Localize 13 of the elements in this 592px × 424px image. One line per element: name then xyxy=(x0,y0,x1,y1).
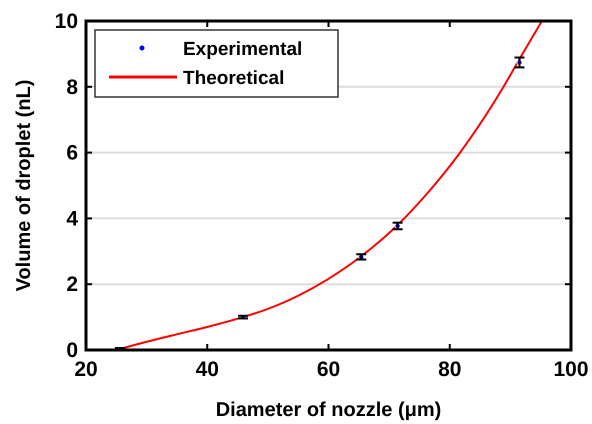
x-tick-label: 60 xyxy=(316,358,340,381)
y-tick-label: 8 xyxy=(66,76,78,99)
x-tick-label: 80 xyxy=(438,358,462,381)
x-tick-label: 40 xyxy=(196,358,219,381)
legend-label: Theoretical xyxy=(183,68,284,89)
x-axis-title: Diameter of nozzle (μm) xyxy=(216,399,442,421)
y-axis-title: Volume of droplet (nL) xyxy=(13,80,35,292)
y-tick-label: 10 xyxy=(54,10,78,33)
y-tick-label: 2 xyxy=(66,273,78,296)
y-tick-label: 4 xyxy=(66,207,78,230)
x-tick-label: 100 xyxy=(553,358,589,381)
legend-label: Experimental xyxy=(183,39,302,60)
y-tick-label: 6 xyxy=(66,142,78,165)
